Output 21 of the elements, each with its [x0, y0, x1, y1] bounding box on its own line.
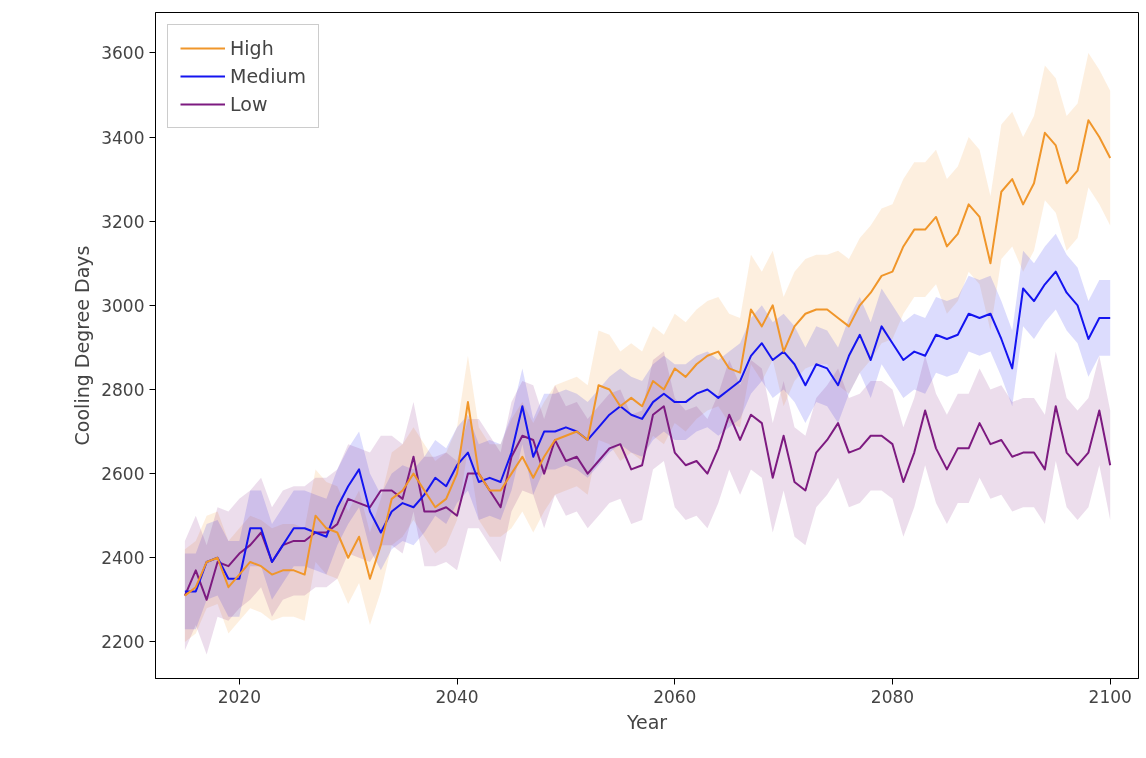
y-tick-label: 2200	[101, 632, 145, 653]
x-tick-label: 2040	[435, 686, 479, 707]
x-axis-title: Year	[625, 710, 668, 733]
y-tick-label: 2600	[101, 464, 145, 485]
legend-label: Low	[230, 93, 268, 115]
line-series	[183, 119, 1112, 597]
y-tick-label: 2400	[101, 548, 145, 569]
y-axis-title: Cooling Degree Days	[71, 245, 94, 446]
y-tick-label: 2800	[101, 379, 145, 400]
line-series	[183, 405, 1112, 601]
legend-label: Medium	[230, 65, 306, 87]
y-tick-label: 3000	[101, 295, 145, 316]
y-tick-label: 3600	[101, 43, 145, 64]
y-tick-label: 3200	[101, 211, 145, 232]
x-tick-label: 2020	[217, 686, 261, 707]
x-tick-label: 2060	[653, 686, 697, 707]
legend-label: High	[230, 37, 274, 59]
x-tick-label: 2100	[1088, 686, 1132, 707]
y-tick-label: 3400	[101, 127, 145, 148]
x-tick-label: 2080	[870, 686, 915, 707]
line-series	[183, 270, 1112, 593]
